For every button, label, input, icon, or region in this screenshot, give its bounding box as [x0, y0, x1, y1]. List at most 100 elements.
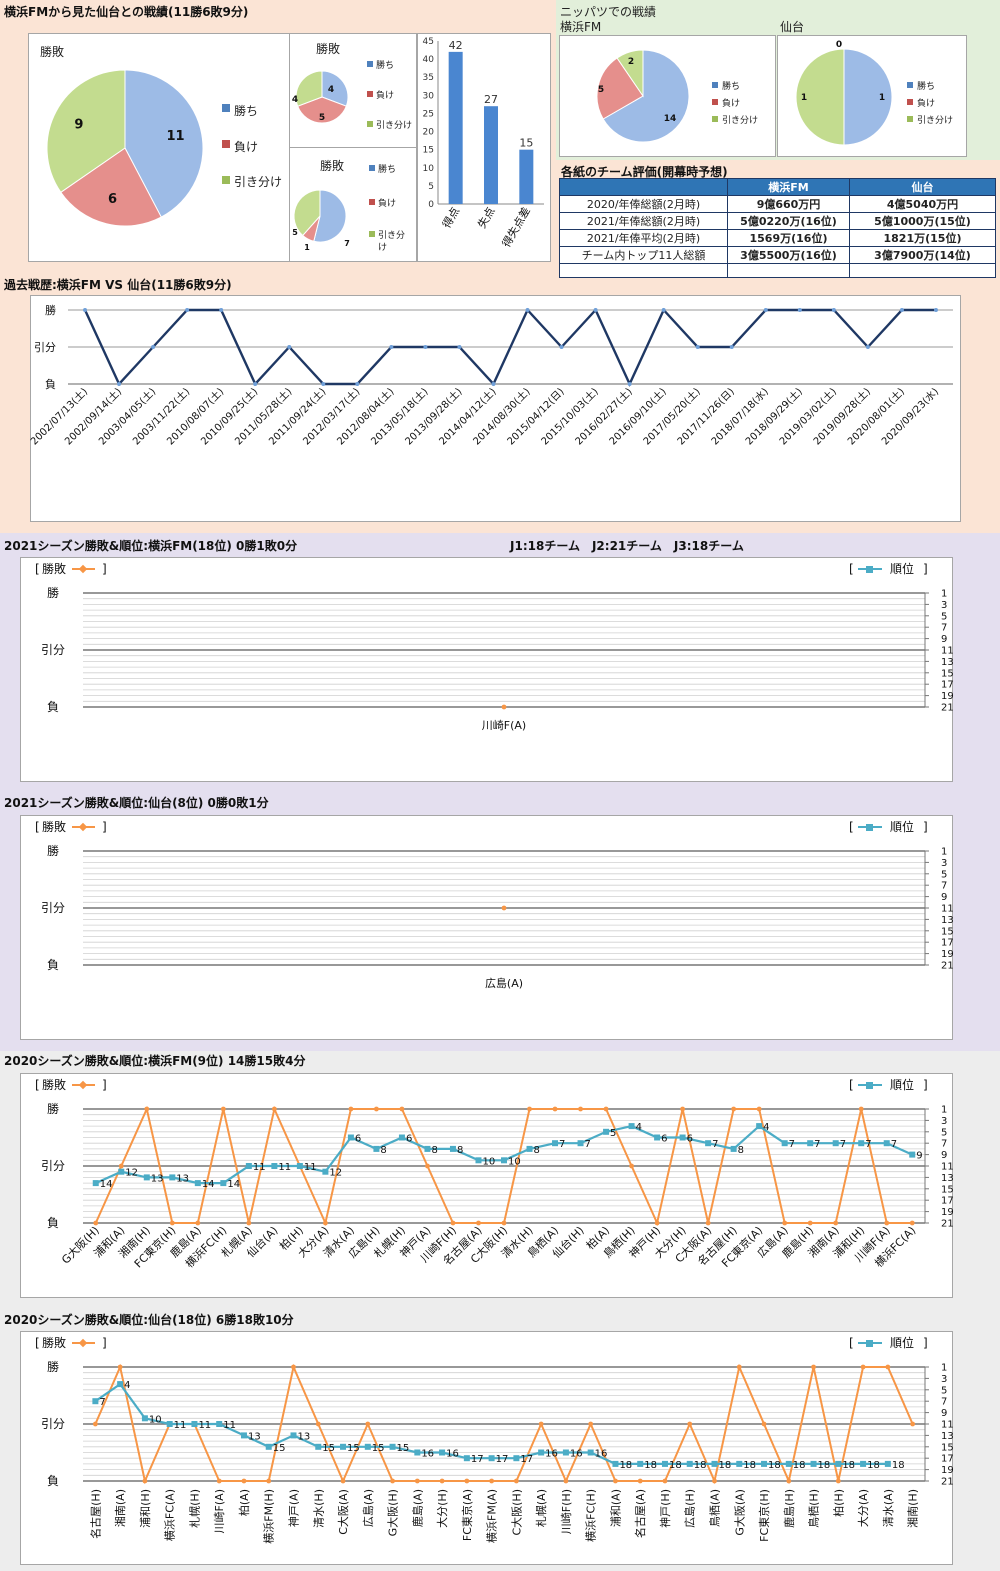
evaluation-value-sendai: 5億1000万(15位) [849, 212, 996, 230]
result-point [885, 1364, 891, 1370]
rank-point [271, 1163, 278, 1169]
rank-tick-label: 11 [941, 1162, 954, 1173]
rank-tick-label: 21 [941, 1219, 954, 1230]
rank-value-label: 13 [298, 1431, 311, 1442]
rank-point [860, 1460, 867, 1467]
x-category-label: 鳥栖(H) [807, 1489, 821, 1528]
history-point [355, 382, 360, 386]
x-category-label: 名古屋(H) [88, 1489, 102, 1539]
rank-value-label: 8 [431, 1145, 437, 1156]
result-point [169, 1220, 175, 1226]
pie-value-label: 1 [801, 93, 807, 103]
pie-slice-draw [795, 48, 845, 146]
rank-point [513, 1455, 520, 1462]
x-category-label: 清水(A) [882, 1489, 895, 1527]
history-point [423, 345, 428, 349]
legend-rank-label: 順位 [890, 1077, 914, 1092]
evaluation-title: 各紙のチーム評価(開幕時予想) [561, 165, 728, 179]
evaluation-blank-cell [727, 263, 850, 278]
history-point [525, 308, 530, 312]
legend-lose: 負け [376, 91, 395, 101]
rank-value-label: 16 [421, 1449, 434, 1460]
rank-value-label: 13 [248, 1431, 261, 1442]
history-point [865, 345, 870, 349]
legend-result-label: 勝敗 [42, 561, 66, 576]
result-y-label: 負 [47, 1216, 59, 1230]
x-category-label: 浦和(H) [139, 1489, 152, 1528]
rank-point [240, 1432, 247, 1439]
history-point [559, 345, 564, 349]
rank-point [143, 1174, 150, 1181]
rank-point [322, 1168, 329, 1175]
result-point [910, 1421, 916, 1427]
pie-value-label: 5 [319, 113, 325, 123]
head-to-head-title: 横浜FMから見た仙台との戦績(11勝6敗9分) [4, 5, 249, 19]
rank-tick-label: 17 [941, 1454, 954, 1465]
history-point [763, 308, 768, 312]
rank-point [389, 1443, 396, 1450]
rank-tick-label: 21 [941, 703, 954, 714]
evaluation-row: 2021/年俸平均(2月時) 1569万(16位) 1821万(15位) [559, 229, 996, 247]
legend-bracket-close: ] [923, 562, 928, 576]
history-y-label: 負 [45, 378, 56, 391]
rank-value-label: 18 [669, 1460, 682, 1471]
x-category-label: 札幌(A) [534, 1489, 548, 1527]
x-category-label: G大阪(A) [732, 1489, 746, 1536]
result-point [425, 1163, 430, 1169]
season2021-yokohama-box [20, 557, 953, 782]
rank-point [290, 1432, 297, 1439]
result-point [736, 1364, 742, 1370]
legend-lose: 負け [917, 99, 936, 109]
history-y-label: 勝 [45, 303, 56, 317]
result-point [322, 1220, 328, 1226]
result-y-label: 勝 [47, 585, 59, 600]
x-category-label: C大阪(H) [509, 1489, 523, 1536]
history-point [593, 308, 598, 312]
history-box [30, 295, 961, 522]
rank-value-label: 4 [124, 1380, 130, 1391]
nippatsu-sendai-label: 仙台 [780, 20, 805, 34]
x-category-label: 川崎F(A) [212, 1489, 226, 1533]
result-y-label: 負 [47, 958, 59, 972]
pie-small2-title: 勝敗 [320, 159, 345, 173]
rank-value-label: 7 [585, 1139, 591, 1150]
legend-win: 勝ち [917, 82, 936, 92]
rank-point [587, 1449, 594, 1456]
rank-tick-label: 5 [941, 611, 947, 622]
rank-point [807, 1140, 814, 1147]
season2021-yokohama-title: 2021シーズン勝敗&順位:横浜FM(18位) 0勝1敗0分 [4, 539, 298, 553]
rank-tick-label: 1 [941, 589, 947, 600]
x-category-label: 川崎F(H) [559, 1489, 573, 1534]
legend-win: 勝ち [378, 165, 397, 175]
evaluation-blank-row [559, 263, 996, 278]
result-point [144, 1106, 150, 1112]
rank-value-label: 6 [406, 1134, 412, 1145]
rank-value-label: 7 [559, 1139, 565, 1150]
legend-bracket-open: [ [35, 562, 40, 576]
bar-y-tick-label: 15 [423, 146, 434, 156]
x-category-label: C大阪(A) [336, 1489, 350, 1535]
pie-slice-win [602, 49, 690, 143]
legend-draw-line2: け [378, 243, 388, 253]
history-series-line [83, 307, 936, 387]
pie-value-label: 4 [328, 85, 334, 95]
history-point [661, 308, 666, 312]
rank-point [166, 1421, 173, 1427]
history-point [117, 382, 122, 386]
rank-tick-label: 11 [941, 904, 954, 915]
evaluation-header-blank [559, 178, 728, 196]
result-point [552, 1106, 558, 1112]
season2020-sendai-title: 2020シーズン勝敗&順位:仙台(18位) 6勝18敗10分 [4, 1313, 294, 1327]
result-point [782, 1220, 788, 1226]
rank-tick-label: 11 [941, 1420, 954, 1431]
result-point [291, 1364, 296, 1370]
bar [484, 106, 498, 204]
bar-y-tick-label: 10 [423, 164, 435, 174]
result-point [216, 1478, 222, 1484]
rank-value-label: 18 [768, 1460, 781, 1471]
rank-point [628, 1123, 635, 1130]
legend-bracket-close: ] [102, 820, 107, 834]
pie-slice-win [321, 70, 349, 107]
